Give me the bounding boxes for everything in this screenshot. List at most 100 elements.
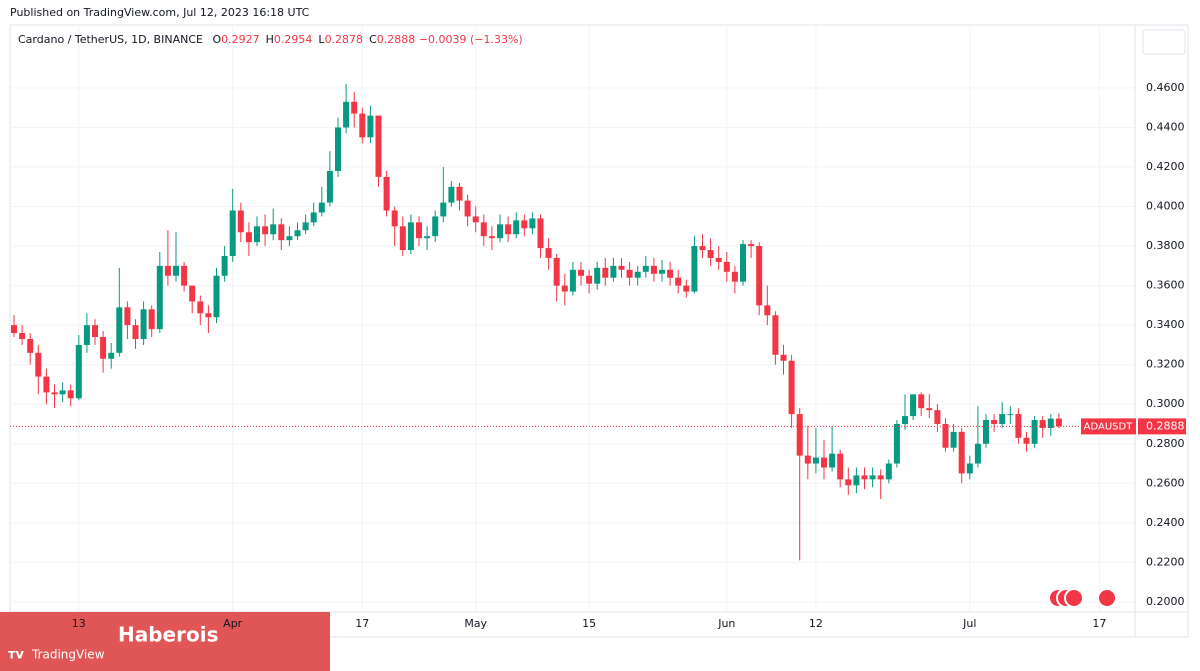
candle-body	[683, 285, 690, 292]
candle-body	[156, 265, 163, 330]
y-tick-label: 0.2800	[1146, 437, 1185, 450]
candle-body	[740, 244, 746, 282]
candle-body	[407, 222, 414, 251]
candle-body	[991, 420, 998, 424]
candle-body	[43, 376, 50, 393]
y-tick-label: 0.3000	[1146, 397, 1185, 410]
candle-body	[75, 344, 82, 399]
y-tick-label: 0.4600	[1146, 81, 1185, 94]
candle-body	[821, 457, 827, 468]
flag-icon	[1097, 588, 1117, 608]
candle-body	[189, 285, 196, 302]
candle-body	[772, 315, 779, 355]
candle-body	[181, 265, 188, 286]
y-tick-label: 0.2600	[1146, 476, 1185, 489]
published: Published on TradingView.com, Jul 12, 20…	[10, 6, 310, 19]
candle-body	[764, 305, 771, 316]
flag-icon	[1064, 588, 1084, 608]
legend: Cardano / TetherUS, 1D, BINANCE O0.2927 H…	[18, 33, 523, 46]
candle-body	[343, 101, 350, 128]
flags	[1048, 588, 1117, 608]
x-tick-label: 15	[582, 617, 596, 630]
legend-value: 0.2888	[376, 33, 416, 46]
candle-body	[788, 360, 795, 415]
candle-body	[448, 186, 455, 203]
candle-body	[553, 257, 560, 286]
candle-body	[173, 265, 179, 276]
grid	[10, 25, 1135, 612]
candle-body	[213, 275, 220, 318]
candle-body	[375, 115, 382, 177]
candle-body	[642, 265, 649, 272]
candle-body	[545, 248, 552, 258]
button[interactable]	[1142, 29, 1186, 55]
candle-body	[893, 424, 900, 464]
watermark-box	[0, 612, 330, 671]
candle-body	[310, 212, 317, 223]
candle-body	[383, 176, 390, 211]
candle-body	[513, 220, 520, 235]
candle-body	[731, 271, 738, 282]
candle-body	[416, 222, 422, 239]
candle-body	[569, 269, 576, 292]
candle-body	[278, 224, 285, 241]
candle-body	[537, 218, 544, 249]
x-tick-label: Jul	[962, 617, 976, 630]
candle-body	[51, 392, 58, 395]
candle-body	[440, 202, 447, 217]
candle-body	[351, 101, 358, 114]
x-tick-label: 12	[809, 617, 823, 630]
legend-symbol: Cardano / TetherUS, 1D, BINANCE	[18, 33, 203, 46]
candle-body	[853, 475, 860, 486]
candle-body	[715, 257, 722, 262]
candle-body	[391, 210, 398, 227]
y-tick-label: 0.4000	[1146, 200, 1185, 213]
candle-body	[480, 222, 487, 237]
candle-body	[942, 424, 949, 448]
candle-body	[205, 313, 212, 318]
legend-change: −0.0039 (−1.33%)	[418, 33, 523, 46]
candle-body	[245, 232, 252, 243]
candle-body	[667, 269, 674, 278]
candle-body	[756, 246, 763, 306]
candle-body	[1055, 418, 1062, 427]
legend-value: 0.2927	[221, 33, 260, 46]
candle-body	[861, 475, 868, 480]
last-price-value-box	[1138, 418, 1186, 435]
candle-body	[829, 453, 836, 468]
candle-body	[237, 210, 244, 233]
candle-body	[472, 216, 479, 223]
candle-body	[877, 475, 884, 480]
candle-body	[1031, 420, 1038, 444]
candle-body	[594, 267, 601, 284]
candle-body	[812, 457, 819, 464]
candle-body	[983, 420, 989, 444]
candle-body	[148, 309, 155, 330]
candle-body	[910, 394, 917, 417]
legend-fields: O0.2927 H0.2954 L0.2878 C0.2888	[206, 33, 418, 46]
candle-body	[885, 463, 892, 480]
logo-icon: ᴛᴠ	[8, 648, 25, 663]
candle-body	[59, 390, 66, 395]
candle-body	[67, 390, 74, 399]
candle-body	[488, 236, 495, 239]
candle-body	[950, 431, 957, 448]
candle-body	[1023, 437, 1030, 444]
candle-body	[92, 325, 98, 338]
last-price-value: 0.2888	[1146, 419, 1185, 432]
candle-body	[497, 224, 503, 239]
candle-body	[270, 224, 277, 235]
x-tick-label: Apr	[223, 617, 243, 630]
candle-body	[934, 410, 941, 424]
candle-body	[286, 236, 293, 241]
legend-key: L	[318, 33, 325, 46]
candle-body	[359, 113, 366, 138]
candle-body	[966, 463, 973, 474]
candle-body	[926, 408, 933, 411]
candle-body	[707, 250, 714, 258]
legend-key: C	[369, 33, 377, 46]
candle-body	[108, 352, 115, 359]
candle-body	[456, 186, 463, 201]
candle-body	[748, 244, 755, 247]
y-tick-label: 0.4400	[1146, 120, 1185, 133]
